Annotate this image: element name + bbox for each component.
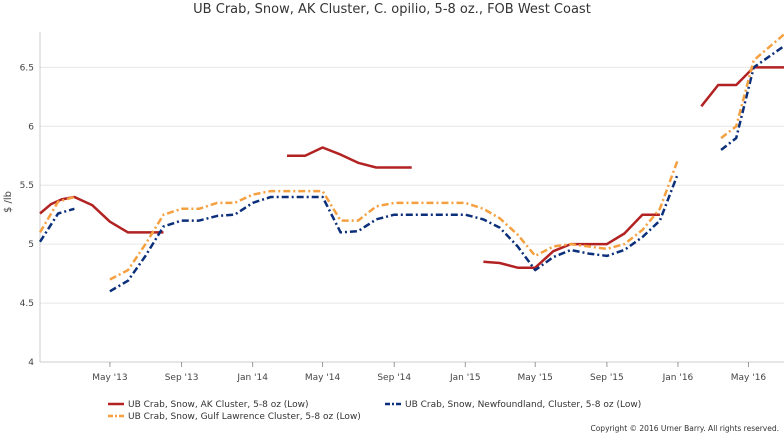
y-tick-label: 4 (28, 358, 34, 368)
y-tick-label: 5 (28, 240, 34, 250)
y-axis-ticks: 4 4.5 5 5.5 6 6.5 (20, 63, 35, 368)
series-2 (38, 33, 784, 281)
series-line (39, 195, 164, 234)
series-line (287, 146, 412, 169)
series-line (38, 207, 75, 243)
x-tick-label: May '15 (518, 373, 553, 383)
series-line (109, 172, 680, 293)
series-line (38, 195, 75, 234)
series-line (483, 213, 660, 269)
x-tick-label: May '14 (305, 373, 341, 383)
y-tick-label: 6.5 (20, 63, 34, 73)
legend-item[interactable]: UB Crab, Snow, AK Cluster, 5-8 oz (Low) (108, 400, 309, 410)
x-tick-label: Jan '14 (236, 373, 268, 383)
x-tick-label: Sep '15 (590, 373, 624, 383)
legend-item[interactable]: UB Crab, Snow, Newfoundland, Cluster, 5-… (385, 400, 641, 410)
legend-item[interactable]: UB Crab, Snow, Gulf Lawrence Cluster, 5-… (108, 412, 361, 422)
y-tick-label: 4.5 (20, 299, 34, 309)
y-tick-label: 5.5 (20, 181, 34, 191)
x-tick-label: Sep '13 (165, 373, 199, 383)
x-tick-label: Jan '15 (449, 373, 481, 383)
y-tick-label: 6 (28, 122, 34, 132)
grid-lines (39, 32, 784, 363)
x-tick-label: May '16 (731, 373, 767, 383)
x-tick-label: Jan '16 (662, 373, 694, 383)
legend: UB Crab, Snow, AK Cluster, 5-8 oz (Low) U… (108, 400, 641, 422)
chart-title: UB Crab, Snow, AK Cluster, C. opilio, 5-… (193, 2, 591, 17)
x-tick-label: May '13 (92, 373, 127, 383)
series-line (700, 66, 784, 108)
series-line (720, 33, 784, 140)
copyright-text: Copyright © 2016 Urner Barry. All rights… (590, 424, 779, 433)
series-line (720, 45, 784, 151)
series-1 (38, 45, 784, 293)
y-axis-label: $ /lb (3, 191, 14, 213)
x-axis-ticks: May '13 Sep '13 Jan '14 May '14 Sep '14 Jan '… (92, 362, 766, 383)
series-lines (38, 33, 784, 293)
legend-label: UB Crab, Snow, Gulf Lawrence Cluster, 5-… (128, 412, 361, 422)
legend-label: UB Crab, Snow, Newfoundland, Cluster, 5-… (405, 400, 641, 410)
x-tick-label: Sep '14 (377, 373, 411, 383)
legend-label: UB Crab, Snow, AK Cluster, 5-8 oz (Low) (128, 400, 309, 410)
series-0 (39, 66, 784, 269)
series-line (109, 158, 680, 281)
